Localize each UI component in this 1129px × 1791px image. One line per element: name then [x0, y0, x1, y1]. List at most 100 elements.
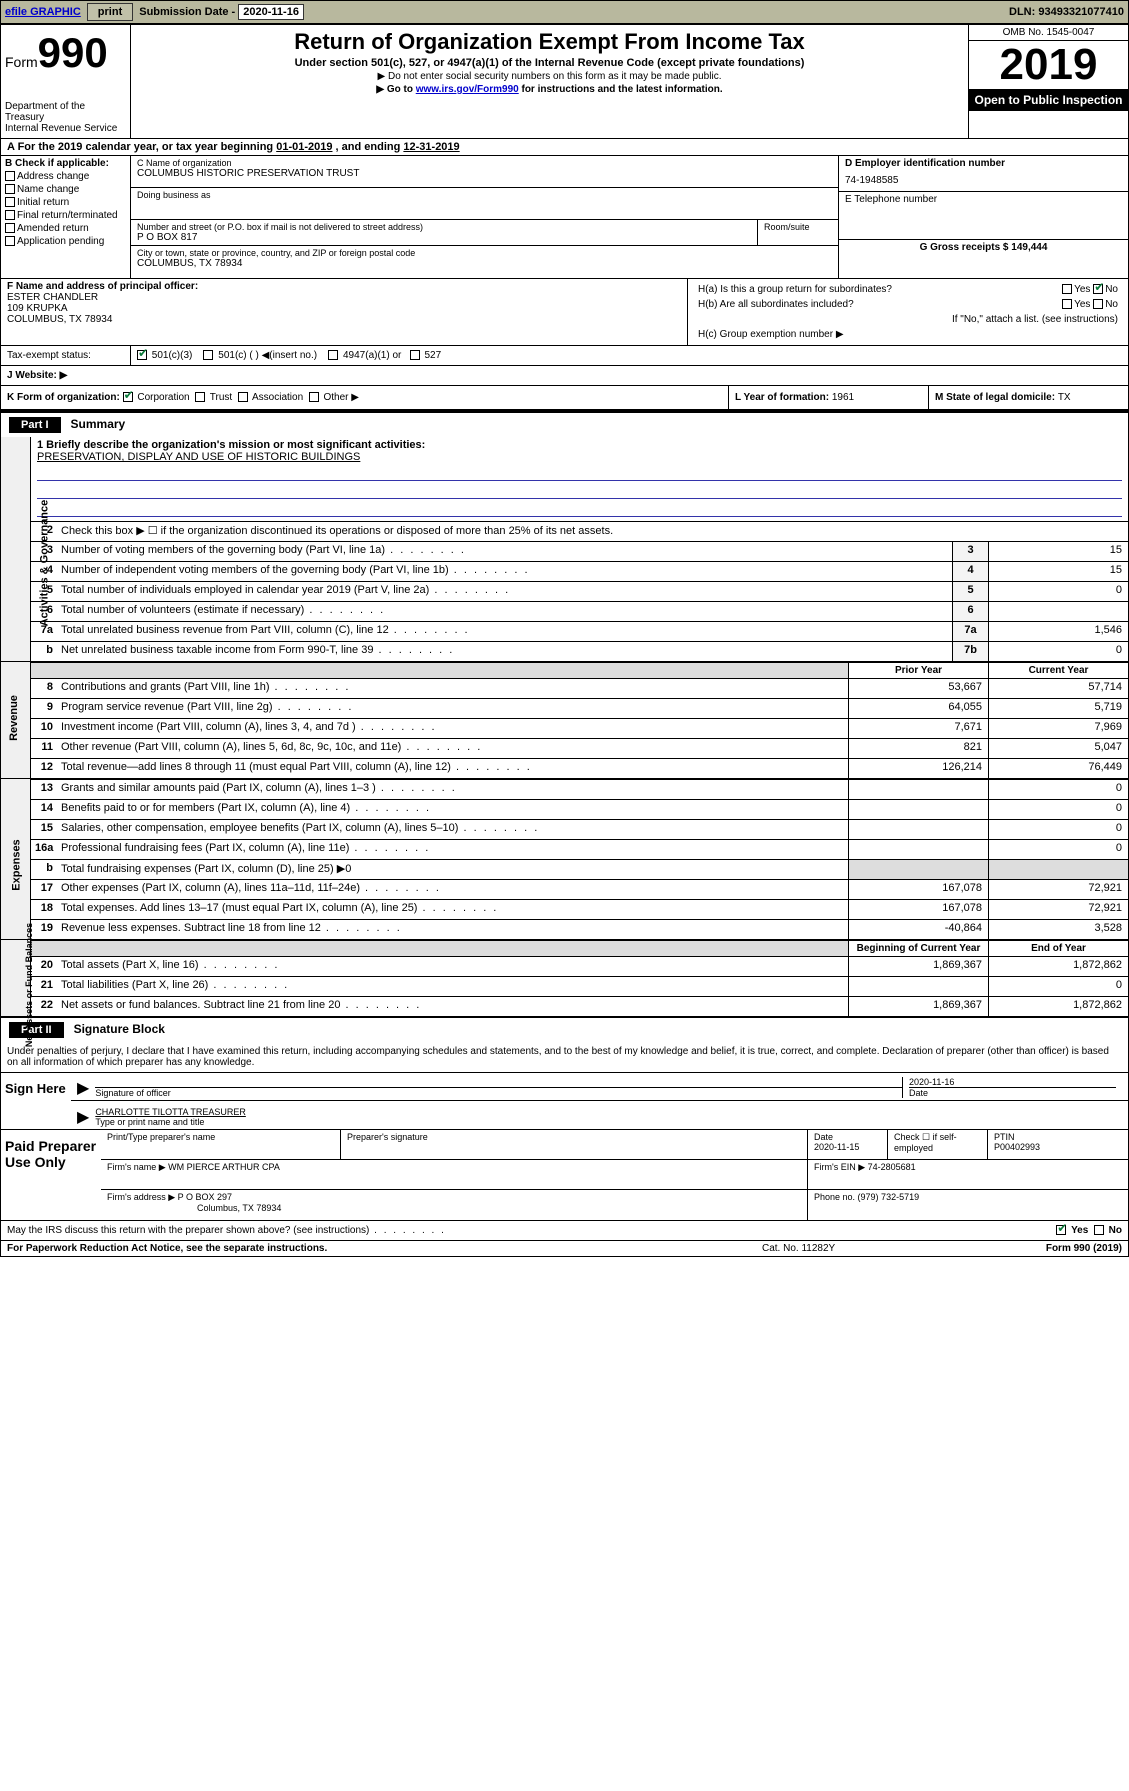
- row-py: 1,869,367: [848, 997, 988, 1016]
- row-num: 9: [31, 699, 57, 718]
- part1-header-row: Part I Summary: [1, 411, 1128, 437]
- header-right: OMB No. 1545-0047 2019 Open to Public In…: [968, 25, 1128, 138]
- form-number: 990: [38, 29, 108, 76]
- prep-name-label: Print/Type preparer's name: [107, 1132, 334, 1142]
- row-text: Total number of volunteers (estimate if …: [57, 602, 952, 621]
- row-text: Net assets or fund balances. Subtract li…: [57, 997, 848, 1016]
- hb-note: If "No," attach a list. (see instruction…: [696, 313, 1120, 326]
- col-c: C Name of organization COLUMBUS HISTORIC…: [131, 156, 838, 278]
- chk-trust[interactable]: [195, 392, 205, 402]
- print-button[interactable]: print: [87, 3, 133, 21]
- data-row: 20 Total assets (Part X, line 16) 1,869,…: [31, 956, 1128, 976]
- discuss-no[interactable]: [1094, 1225, 1104, 1235]
- opt-501c: 501(c) ( ) ◀(insert no.): [218, 350, 317, 361]
- row-num: 15: [31, 820, 57, 839]
- chk-amended[interactable]: [5, 223, 15, 233]
- gov-row: b Net unrelated business taxable income …: [31, 641, 1128, 661]
- form-label: Form: [1046, 1243, 1074, 1254]
- header-left: Form990 Department of the Treasury Inter…: [1, 25, 131, 138]
- chk-501c[interactable]: [203, 350, 213, 360]
- side-expenses: Expenses: [1, 779, 31, 939]
- row-cy: 3,528: [988, 920, 1128, 939]
- yes-label: Yes: [1071, 1225, 1088, 1236]
- row-py: 64,055: [848, 699, 988, 718]
- ha-no[interactable]: [1093, 284, 1103, 294]
- row-py: 167,078: [848, 880, 988, 899]
- row-text: Professional fundraising fees (Part IX, …: [57, 840, 848, 859]
- chk-assoc[interactable]: [238, 392, 248, 402]
- row-num: 10: [31, 719, 57, 738]
- row-text: Total liabilities (Part X, line 26): [57, 977, 848, 996]
- row-text: Total revenue—add lines 8 through 11 (mu…: [57, 759, 848, 778]
- period-end: 12-31-2019: [403, 141, 459, 153]
- sig-declaration: Under penalties of perjury, I declare th…: [1, 1042, 1128, 1072]
- note-2: ▶ Go to www.irs.gov/Form990 for instruct…: [139, 84, 960, 95]
- row-num: 12: [31, 759, 57, 778]
- l-label: L Year of formation:: [735, 392, 832, 403]
- chk-501c3[interactable]: [137, 350, 147, 360]
- row-text: Total fundraising expenses (Part IX, col…: [57, 860, 848, 879]
- mission-text: PRESERVATION, DISPLAY AND USE OF HISTORI…: [37, 451, 1122, 463]
- chk-initial[interactable]: [5, 197, 15, 207]
- mission-blank-1: [37, 465, 1122, 481]
- discuss-text: May the IRS discuss this return with the…: [7, 1225, 369, 1236]
- col-d: D Employer identification number 74-1948…: [838, 156, 1128, 278]
- data-row: 14 Benefits paid to or for members (Part…: [31, 799, 1128, 819]
- instructions-link[interactable]: www.irs.gov/Form990: [416, 84, 519, 95]
- chk-4947[interactable]: [328, 350, 338, 360]
- i-opts: 501(c)(3) 501(c) ( ) ◀(insert no.) 4947(…: [131, 346, 1128, 365]
- row-text: Other expenses (Part IX, column (A), lin…: [57, 880, 848, 899]
- efile-link[interactable]: efile GRAPHIC: [5, 6, 81, 18]
- officer-name: ESTER CHANDLER: [7, 292, 681, 303]
- org-city: COLUMBUS, TX 78934: [137, 258, 832, 269]
- ein-label: D Employer identification number: [845, 158, 1005, 169]
- firm-name: WM PIERCE ARTHUR CPA: [168, 1162, 280, 1172]
- row-text: Total assets (Part X, line 16): [57, 957, 848, 976]
- data-row: 12 Total revenue—add lines 8 through 11 …: [31, 758, 1128, 778]
- chk-527[interactable]: [410, 350, 420, 360]
- opt-assoc: Association: [252, 392, 303, 403]
- k-label: K Form of organization:: [7, 392, 120, 403]
- data-row: 16a Professional fundraising fees (Part …: [31, 839, 1128, 859]
- ha-label: H(a) Is this a group return for subordin…: [696, 283, 1020, 296]
- row-py: [848, 800, 988, 819]
- section-i: Tax-exempt status: 501(c)(3) 501(c) ( ) …: [1, 346, 1128, 366]
- no-label: No: [1109, 1225, 1122, 1236]
- phone-label: Phone no.: [814, 1192, 858, 1202]
- row-text: Total unrelated business revenue from Pa…: [57, 622, 952, 641]
- row-cy: 0: [988, 820, 1128, 839]
- chk-other[interactable]: [309, 392, 319, 402]
- discuss-yes[interactable]: [1056, 1225, 1066, 1235]
- dept-text: Department of the Treasury Internal Reve…: [5, 101, 126, 134]
- row-num: 17: [31, 880, 57, 899]
- opt-4947: 4947(a)(1) or: [343, 350, 401, 361]
- m-label: M State of legal domicile:: [935, 392, 1058, 403]
- tel-label: E Telephone number: [845, 194, 1122, 205]
- current-year-header: Current Year: [988, 663, 1128, 678]
- chk-address[interactable]: [5, 171, 15, 181]
- chk-corp[interactable]: [123, 392, 133, 402]
- row-num: 16a: [31, 840, 57, 859]
- chk-final[interactable]: [5, 210, 15, 220]
- firm-ein: 74-2805681: [868, 1162, 916, 1172]
- b-item-2: Initial return: [17, 197, 69, 208]
- j-label: J Website: ▶: [7, 370, 67, 381]
- m-val: TX: [1058, 392, 1071, 403]
- chk-pending[interactable]: [5, 236, 15, 246]
- data-row: 17 Other expenses (Part IX, column (A), …: [31, 879, 1128, 899]
- side-governance: Activities & Governance: [1, 437, 31, 661]
- opt-other: Other ▶: [323, 392, 358, 403]
- hb-yes[interactable]: [1062, 299, 1072, 309]
- chk-name[interactable]: [5, 184, 15, 194]
- side-rev-text: Revenue: [8, 695, 20, 741]
- h-block: H(a) Is this a group return for subordin…: [688, 279, 1128, 345]
- topbar: efile GRAPHIC print Submission Date - 20…: [0, 0, 1129, 24]
- row-box: 7b: [952, 642, 988, 661]
- ha-yes[interactable]: [1062, 284, 1072, 294]
- hb-no[interactable]: [1093, 299, 1103, 309]
- row-box: 7a: [952, 622, 988, 641]
- data-row: 9 Program service revenue (Part VIII, li…: [31, 698, 1128, 718]
- data-row: 22 Net assets or fund balances. Subtract…: [31, 996, 1128, 1016]
- prep-date-val: 2020-11-15: [814, 1142, 881, 1152]
- part2-header-row: Part II Signature Block: [1, 1017, 1128, 1042]
